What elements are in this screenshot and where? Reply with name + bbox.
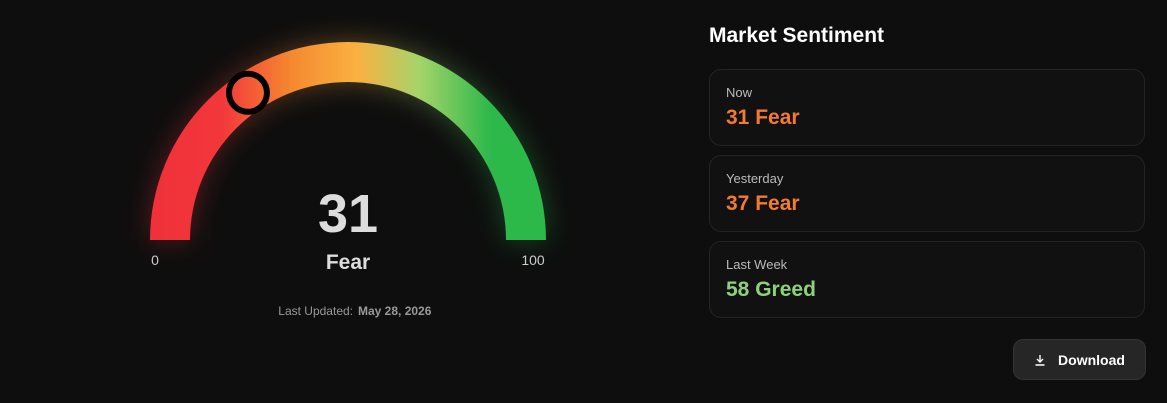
sentiment-card: Yesterday 37 Fear (709, 155, 1145, 232)
card-number: 58 (726, 278, 750, 301)
gauge: 31 Fear 0 100 Last Updated: May 28, 2026 (150, 42, 546, 318)
card-value: 31 Fear (726, 106, 800, 130)
card-label: Now (726, 85, 753, 100)
last-updated-date: May 28, 2026 (358, 304, 432, 318)
sentiment-card: Now 31 Fear (709, 69, 1145, 146)
card-label: Last Week (726, 257, 788, 272)
card-sentiment: Fear (755, 106, 800, 129)
gauge-marker (225, 70, 270, 115)
download-icon (1035, 354, 1045, 366)
gauge-value: 31 (318, 184, 378, 244)
card-value: 58 Greed (726, 278, 816, 302)
download-button[interactable]: Download (1013, 339, 1146, 380)
card-sentiment: Fear (755, 192, 800, 215)
gauge-arc (150, 42, 546, 240)
sentiment-card: Last Week 58 Greed (709, 241, 1145, 318)
card-label: Yesterday (726, 171, 784, 186)
card-number: 31 (726, 106, 750, 129)
card-value: 37 Fear (726, 192, 800, 216)
card-sentiment: Greed (755, 278, 816, 301)
panel-title: Market Sentiment (709, 24, 885, 47)
download-label: Download (1058, 351, 1125, 368)
gauge-label: Fear (326, 251, 370, 274)
gauge-max: 100 (521, 252, 545, 268)
last-updated-label: Last Updated: (278, 304, 353, 318)
gauge-min: 0 (151, 252, 159, 268)
card-number: 37 (726, 192, 750, 215)
